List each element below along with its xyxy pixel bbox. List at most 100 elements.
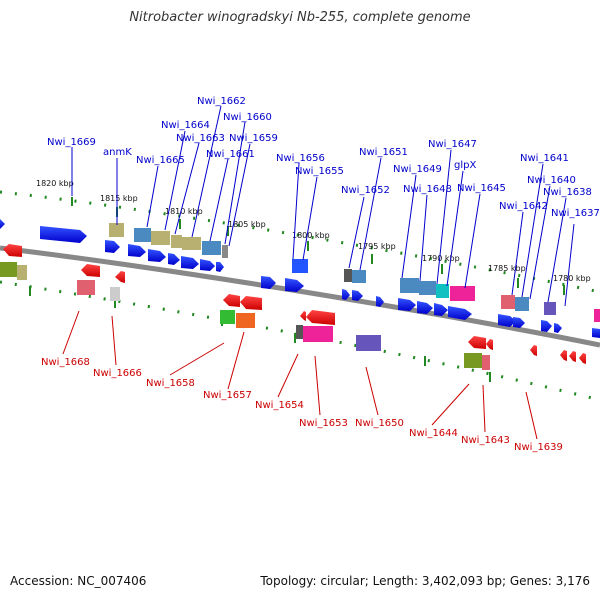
gene-label-nwi1644[interactable]: Nwi_1644 xyxy=(409,428,458,439)
gene-label-nwi1656[interactable]: Nwi_1656 xyxy=(276,153,325,164)
kbp-label-1815: 1815 kbp xyxy=(100,194,138,203)
gene-label-nwi1666[interactable]: Nwi_1666 xyxy=(93,368,142,379)
kbp-label-1790: 1790 kbp xyxy=(422,254,460,263)
gene-arrow xyxy=(541,320,552,332)
gene-arrow xyxy=(240,296,262,310)
gene-arrow xyxy=(376,296,384,307)
gene-arrow xyxy=(579,353,586,364)
gene-label-nwi1657[interactable]: Nwi_1657 xyxy=(203,390,252,401)
kbp-label-1795: 1795 kbp xyxy=(358,242,396,251)
gene-arrow xyxy=(40,226,87,243)
gene-arrow xyxy=(398,298,416,311)
accession-text: Accession: NC_007406 xyxy=(10,574,147,588)
gene-label-nwi1647[interactable]: Nwi_1647 xyxy=(428,139,477,150)
gene-box xyxy=(303,326,333,342)
kbp-label-1810: 1810 kbp xyxy=(165,207,203,216)
gene-box xyxy=(182,237,201,250)
gene-label-nwi1659[interactable]: Nwi_1659 xyxy=(229,133,278,144)
gene-box xyxy=(544,302,556,315)
major-ticks xyxy=(29,197,565,382)
gene-box xyxy=(296,325,303,339)
gene-arrow xyxy=(592,328,600,338)
gene-label-nwi1640[interactable]: Nwi_1640 xyxy=(527,175,576,186)
gene-arrow xyxy=(216,262,224,272)
gene-box xyxy=(236,313,255,328)
gene-label-nwi1638[interactable]: Nwi_1638 xyxy=(543,187,592,198)
gene-arrow xyxy=(200,259,215,271)
forward-gene-boxes xyxy=(109,223,600,322)
gene-label-nwi1664[interactable]: Nwi_1664 xyxy=(161,120,210,131)
gene-box xyxy=(222,245,228,258)
gene-label-nwi1637[interactable]: Nwi_1637 xyxy=(551,208,600,219)
gene-box xyxy=(594,309,600,322)
kbp-label-1800: 1800 kbp xyxy=(292,231,330,240)
gene-label-nwi1652[interactable]: Nwi_1652 xyxy=(341,185,390,196)
gene-box xyxy=(109,223,124,237)
gene-box xyxy=(515,297,529,311)
gene-label-nwi1649[interactable]: Nwi_1649 xyxy=(393,164,442,175)
gene-arrow xyxy=(306,310,335,325)
gene-label-nwi1645[interactable]: Nwi_1645 xyxy=(457,183,506,194)
gene-label-nwi1648[interactable]: Nwi_1648 xyxy=(403,184,452,195)
gene-label-nwi1641[interactable]: Nwi_1641 xyxy=(520,153,569,164)
gene-box xyxy=(344,269,352,282)
gene-arrow xyxy=(128,244,146,257)
forward-gene-arrows xyxy=(0,219,600,338)
gene-label-nwi1651[interactable]: Nwi_1651 xyxy=(359,147,408,158)
gene-arrow xyxy=(569,351,576,362)
gene-arrow xyxy=(468,336,486,349)
gene-label-nwi1660[interactable]: Nwi_1660 xyxy=(223,112,272,123)
gene-box xyxy=(292,259,308,273)
gene-label-nwi1654[interactable]: Nwi_1654 xyxy=(255,400,304,411)
map-title: Nitrobacter winogradskyi Nb-255, complet… xyxy=(129,10,471,25)
gene-box xyxy=(110,287,120,301)
gene-box xyxy=(352,270,366,283)
gene-label-nwi1643[interactable]: Nwi_1643 xyxy=(461,435,510,446)
reverse-leaders xyxy=(62,310,538,440)
gene-label-nwi1653[interactable]: Nwi_1653 xyxy=(299,418,348,429)
kbp-label-1805: 1805 kbp xyxy=(228,220,266,229)
gene-arrow xyxy=(300,311,306,321)
gene-label-nwi1642[interactable]: Nwi_1642 xyxy=(499,201,548,212)
gene-arrow xyxy=(181,256,199,269)
genome-summary-text: Topology: circular; Length: 3,402,093 bp… xyxy=(260,574,590,588)
gene-label-nwi1650[interactable]: Nwi_1650 xyxy=(355,418,404,429)
gene-box xyxy=(450,286,475,301)
gene-box xyxy=(400,278,419,293)
gene-box xyxy=(17,265,27,280)
inner-tick-track xyxy=(0,280,600,402)
gene-label-nwi1668[interactable]: Nwi_1668 xyxy=(41,357,90,368)
gene-label-nwi1663[interactable]: Nwi_1663 xyxy=(176,133,225,144)
gene-box xyxy=(220,310,235,324)
gene-arrow xyxy=(560,350,567,361)
gene-label-nwi1662[interactable]: Nwi_1662 xyxy=(197,96,246,107)
gene-arrow xyxy=(105,240,120,253)
gene-label-nwi1669[interactable]: Nwi_1669 xyxy=(47,137,96,148)
reverse-gene-boxes xyxy=(0,262,490,370)
gene-arrow xyxy=(223,294,240,307)
gene-label-glpx[interactable]: glpX xyxy=(454,160,476,171)
reverse-gene-arrows xyxy=(3,244,586,364)
gene-box xyxy=(482,355,490,370)
kbp-label-1820: 1820 kbp xyxy=(36,179,74,188)
gene-box xyxy=(202,241,221,255)
gene-arrow xyxy=(115,271,125,283)
gene-arrow xyxy=(148,249,166,262)
gene-box xyxy=(419,281,436,295)
gene-label-nwi1655[interactable]: Nwi_1655 xyxy=(295,166,344,177)
gene-label-nwi1639[interactable]: Nwi_1639 xyxy=(514,442,563,453)
gene-label-anmk[interactable]: anmK xyxy=(103,147,132,158)
gene-label-nwi1661[interactable]: Nwi_1661 xyxy=(206,149,255,160)
gene-arrow xyxy=(486,339,493,350)
gene-label-nwi1665[interactable]: Nwi_1665 xyxy=(136,155,185,166)
gene-box xyxy=(151,231,170,245)
kbp-label-1780: 1780 kbp xyxy=(553,274,591,283)
gene-box xyxy=(356,335,381,351)
gene-box xyxy=(436,284,449,298)
gene-arrow xyxy=(554,323,562,333)
gene-arrow xyxy=(352,290,363,301)
gene-label-nwi1658[interactable]: Nwi_1658 xyxy=(146,378,195,389)
gene-arrow xyxy=(498,314,516,327)
gene-arrow xyxy=(417,301,433,314)
